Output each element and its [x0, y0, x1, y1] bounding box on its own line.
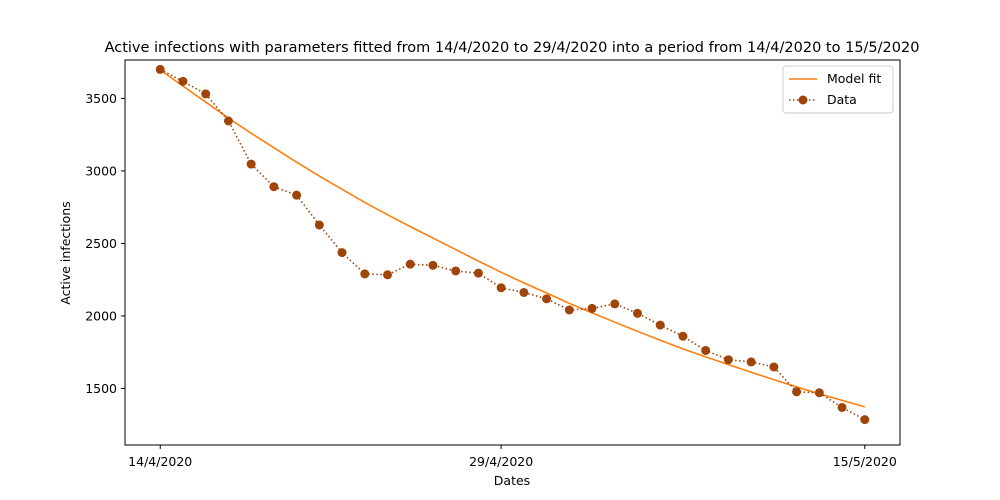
x-tick-label: 14/4/2020 — [128, 454, 192, 469]
data-point — [610, 299, 620, 309]
data-point — [769, 362, 779, 372]
data-point — [292, 190, 302, 200]
y-tick-label: 3000 — [85, 163, 117, 178]
data-point — [587, 303, 597, 313]
data-point — [473, 268, 483, 278]
data-point — [860, 415, 870, 425]
y-axis: 1500 2000 2500 3000 3500 — [85, 91, 125, 396]
data-point — [451, 266, 461, 276]
data-point — [564, 305, 574, 315]
y-tick-label: 2000 — [85, 308, 117, 323]
plot-frame — [124, 59, 901, 446]
data-point — [678, 331, 688, 341]
y-tick-label: 2500 — [85, 236, 117, 251]
data-point — [155, 64, 165, 74]
data-point — [542, 294, 552, 304]
data-series — [155, 64, 870, 425]
legend-model-fit-label: Model fit — [827, 71, 881, 86]
legend-box — [782, 65, 894, 114]
x-tick-label: 29/4/2020 — [469, 454, 533, 469]
data-point — [496, 283, 506, 293]
model-fit-line — [159, 69, 865, 408]
data-point — [337, 248, 347, 258]
data-point — [201, 89, 211, 99]
model-fit-series — [159, 69, 865, 408]
data-point — [405, 259, 415, 269]
legend-data-marker — [798, 95, 808, 105]
plot-area — [124, 59, 901, 446]
chart-title: Active infections with parameters fitted… — [105, 40, 920, 56]
data-point — [701, 345, 711, 355]
legend: Model fit Data — [782, 65, 894, 114]
data-point — [314, 220, 324, 230]
x-axis: 14/4/2020 29/4/2020 15/5/2020 — [128, 445, 897, 469]
data-point — [428, 260, 438, 270]
data-point — [269, 182, 279, 192]
y-axis-label: Active infections — [58, 201, 73, 304]
x-tick-label: 15/5/2020 — [833, 454, 897, 469]
y-tick-label: 1500 — [85, 381, 117, 396]
data-point — [792, 387, 802, 397]
data-point — [633, 308, 642, 318]
data-point — [383, 270, 392, 280]
data-point — [746, 357, 756, 367]
data-point — [519, 287, 529, 297]
data-point — [837, 402, 847, 412]
data-point — [178, 76, 188, 86]
y-tick-label: 3500 — [85, 91, 117, 106]
data-point — [723, 355, 733, 365]
data-point — [223, 116, 233, 126]
x-axis-label: Dates — [494, 473, 530, 488]
data-point — [655, 320, 665, 330]
data-point — [246, 159, 256, 169]
data-point — [360, 269, 370, 279]
legend-data-label: Data — [827, 92, 857, 107]
data-point — [814, 388, 824, 398]
